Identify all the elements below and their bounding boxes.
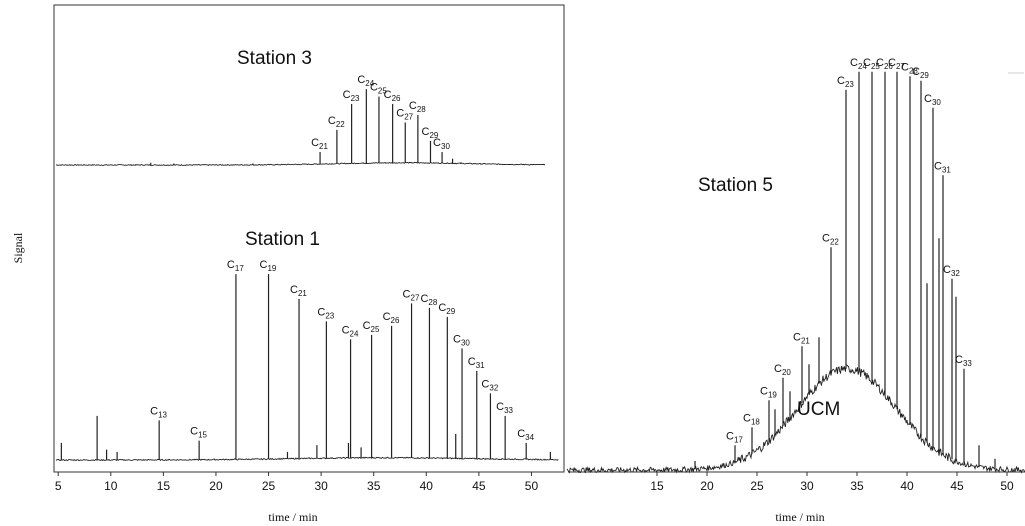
x-tick-label: 5: [55, 479, 62, 493]
x-tick-label: 45: [472, 479, 486, 493]
x-tick-label: 15: [157, 479, 171, 493]
station-5-label: Station 5: [698, 175, 773, 196]
right-x-axis-title: time / min: [775, 510, 824, 524]
trace-baseline: [566, 364, 1025, 474]
left-panel-frame: [53, 4, 565, 473]
left-panel-traces: [55, 89, 559, 462]
station-1-label: Station 1: [245, 229, 320, 250]
x-tick-label: 25: [750, 479, 764, 493]
x-tick-label: 10: [104, 479, 118, 493]
right-panel-x-ticks: 15 20 25 30 35 40 45 50: [650, 472, 1014, 493]
left-panel-x-ticks: 5 10 15 20 25 30 35 40 45 50: [55, 472, 539, 493]
x-tick-label: 35: [367, 479, 381, 493]
station-3-label: Station 3: [237, 48, 312, 69]
x-tick-label: 20: [209, 479, 223, 493]
x-tick-label: 35: [850, 479, 864, 493]
x-tick-label: 15: [650, 479, 664, 493]
x-tick-label: 40: [420, 479, 434, 493]
left-x-axis-title: time / min: [268, 510, 317, 524]
x-tick-label: 25: [262, 479, 276, 493]
ucm-annotation: UCM: [797, 399, 840, 420]
x-tick-label: 40: [900, 479, 914, 493]
trace-baseline: [55, 456, 559, 462]
x-tick-label: 50: [525, 479, 539, 493]
trace-baseline: [56, 161, 546, 167]
x-tick-label: 30: [314, 479, 328, 493]
x-tick-label: 50: [1000, 479, 1014, 493]
y-axis-title: Signal: [11, 232, 25, 263]
x-tick-label: 45: [950, 479, 964, 493]
x-tick-label: 20: [700, 479, 714, 493]
right-panel-traces: [566, 71, 1025, 474]
x-tick-label: 30: [800, 479, 814, 493]
